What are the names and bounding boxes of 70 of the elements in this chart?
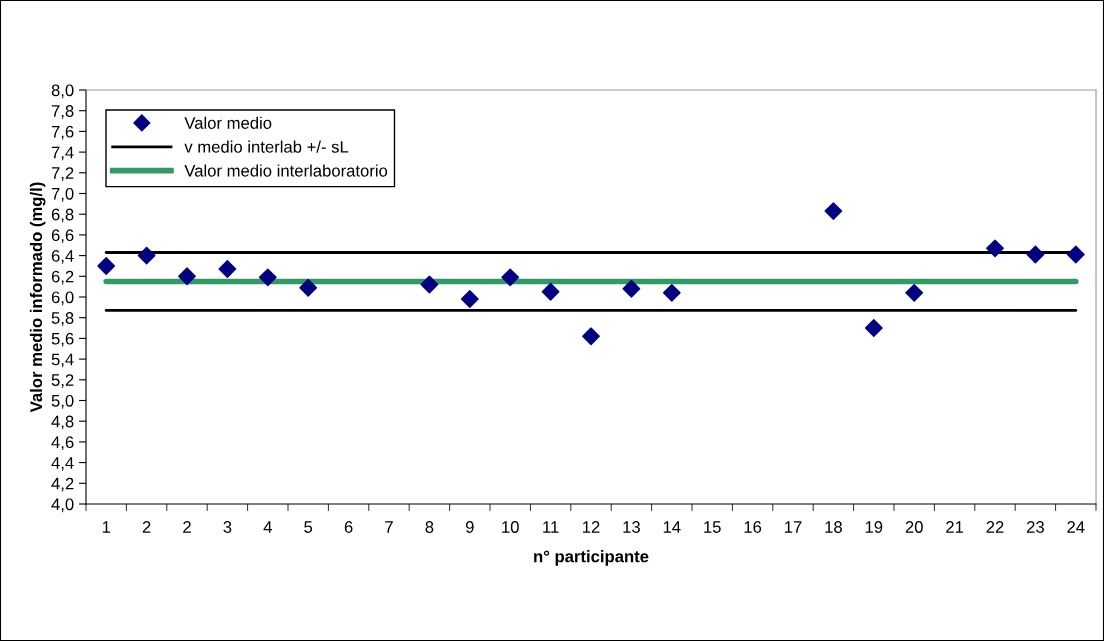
point bbox=[905, 283, 924, 302]
point bbox=[662, 283, 681, 302]
y-tick-label: 5,8 bbox=[51, 312, 74, 326]
y-tick-label: 7,2 bbox=[51, 167, 74, 181]
point bbox=[1066, 245, 1085, 264]
x-tick-label: 19 bbox=[865, 521, 883, 533]
y-tick-label: 5,0 bbox=[51, 394, 74, 409]
y-tick-label: 7,6 bbox=[51, 125, 74, 140]
y-tick-label: 4,2 bbox=[51, 477, 74, 492]
point bbox=[97, 257, 116, 275]
point bbox=[622, 279, 641, 298]
y-tick-label: 6,2 bbox=[51, 270, 74, 285]
point bbox=[299, 278, 318, 297]
x-tick-label: 16 bbox=[744, 521, 762, 533]
point bbox=[824, 202, 843, 221]
y-tick-label: 5,6 bbox=[51, 332, 74, 347]
y-tick-label: 6,4 bbox=[51, 250, 74, 264]
legend-label: Valor medio bbox=[184, 116, 272, 129]
y-axis-title: Valor medio informado (mg/l) bbox=[29, 182, 46, 413]
y-tick-label: 5,4 bbox=[51, 353, 74, 368]
x-tick-label: 5 bbox=[304, 521, 313, 533]
y-tick-label: 4,8 bbox=[51, 415, 74, 430]
y-tick-label: 6,6 bbox=[51, 229, 74, 244]
x-tick-label: 13 bbox=[623, 521, 640, 533]
x-tick-label: 2 bbox=[183, 521, 191, 533]
x-tick-label: 4 bbox=[263, 521, 272, 533]
legend-label: v medio interlab +/- sL bbox=[184, 140, 349, 153]
point bbox=[460, 290, 479, 308]
x-tick-label: 10 bbox=[502, 521, 519, 533]
x-tick-label: 8 bbox=[425, 521, 434, 533]
x-tick-label: 21 bbox=[946, 521, 964, 533]
point bbox=[137, 246, 156, 265]
x-tick-label: 12 bbox=[583, 521, 600, 533]
legend-label: Valor medio interlaboratorio bbox=[184, 164, 388, 177]
x-tick-label: 24 bbox=[1067, 521, 1085, 533]
point bbox=[1026, 245, 1045, 264]
x-tick-label: 9 bbox=[465, 521, 474, 533]
x-tick-label: 23 bbox=[1026, 521, 1044, 533]
x-tick-label: 14 bbox=[663, 521, 681, 533]
point bbox=[178, 267, 196, 286]
y-tick-label: 6,0 bbox=[51, 291, 74, 306]
y-tick-label: 7,4 bbox=[51, 146, 74, 161]
x-tick-label: 15 bbox=[704, 521, 721, 533]
x-tick-label: 17 bbox=[785, 521, 802, 533]
x-tick-label: 6 bbox=[344, 521, 353, 533]
x-tick-label: 2 bbox=[142, 521, 151, 533]
y-tick-label: 4,6 bbox=[51, 436, 74, 451]
x-tick-label: 1 bbox=[102, 521, 111, 533]
y-tick-label: 6,8 bbox=[51, 208, 74, 223]
x-tick-label: 22 bbox=[986, 521, 1004, 533]
x-tick-label: 11 bbox=[543, 521, 559, 533]
y-tick-label: 5,2 bbox=[51, 374, 74, 388]
point bbox=[582, 327, 600, 346]
y-tick-label: 8,0 bbox=[51, 84, 74, 99]
point bbox=[218, 260, 237, 278]
x-tick-label: 18 bbox=[825, 521, 842, 533]
y-tick-label: 7,8 bbox=[51, 105, 74, 119]
point bbox=[986, 239, 1004, 258]
point bbox=[258, 268, 277, 287]
x-tick-label: 7 bbox=[385, 521, 393, 533]
y-tick-label: 7,0 bbox=[51, 187, 74, 202]
x-axis-title: n° participante bbox=[534, 550, 649, 566]
point bbox=[501, 268, 520, 287]
x-tick-label: 3 bbox=[223, 521, 232, 533]
point bbox=[541, 282, 560, 301]
point bbox=[420, 275, 439, 294]
point bbox=[864, 319, 883, 337]
y-tick-label: 4,0 bbox=[51, 498, 74, 513]
x-tick-label: 20 bbox=[905, 521, 923, 533]
y-tick-label: 4,4 bbox=[51, 457, 74, 471]
